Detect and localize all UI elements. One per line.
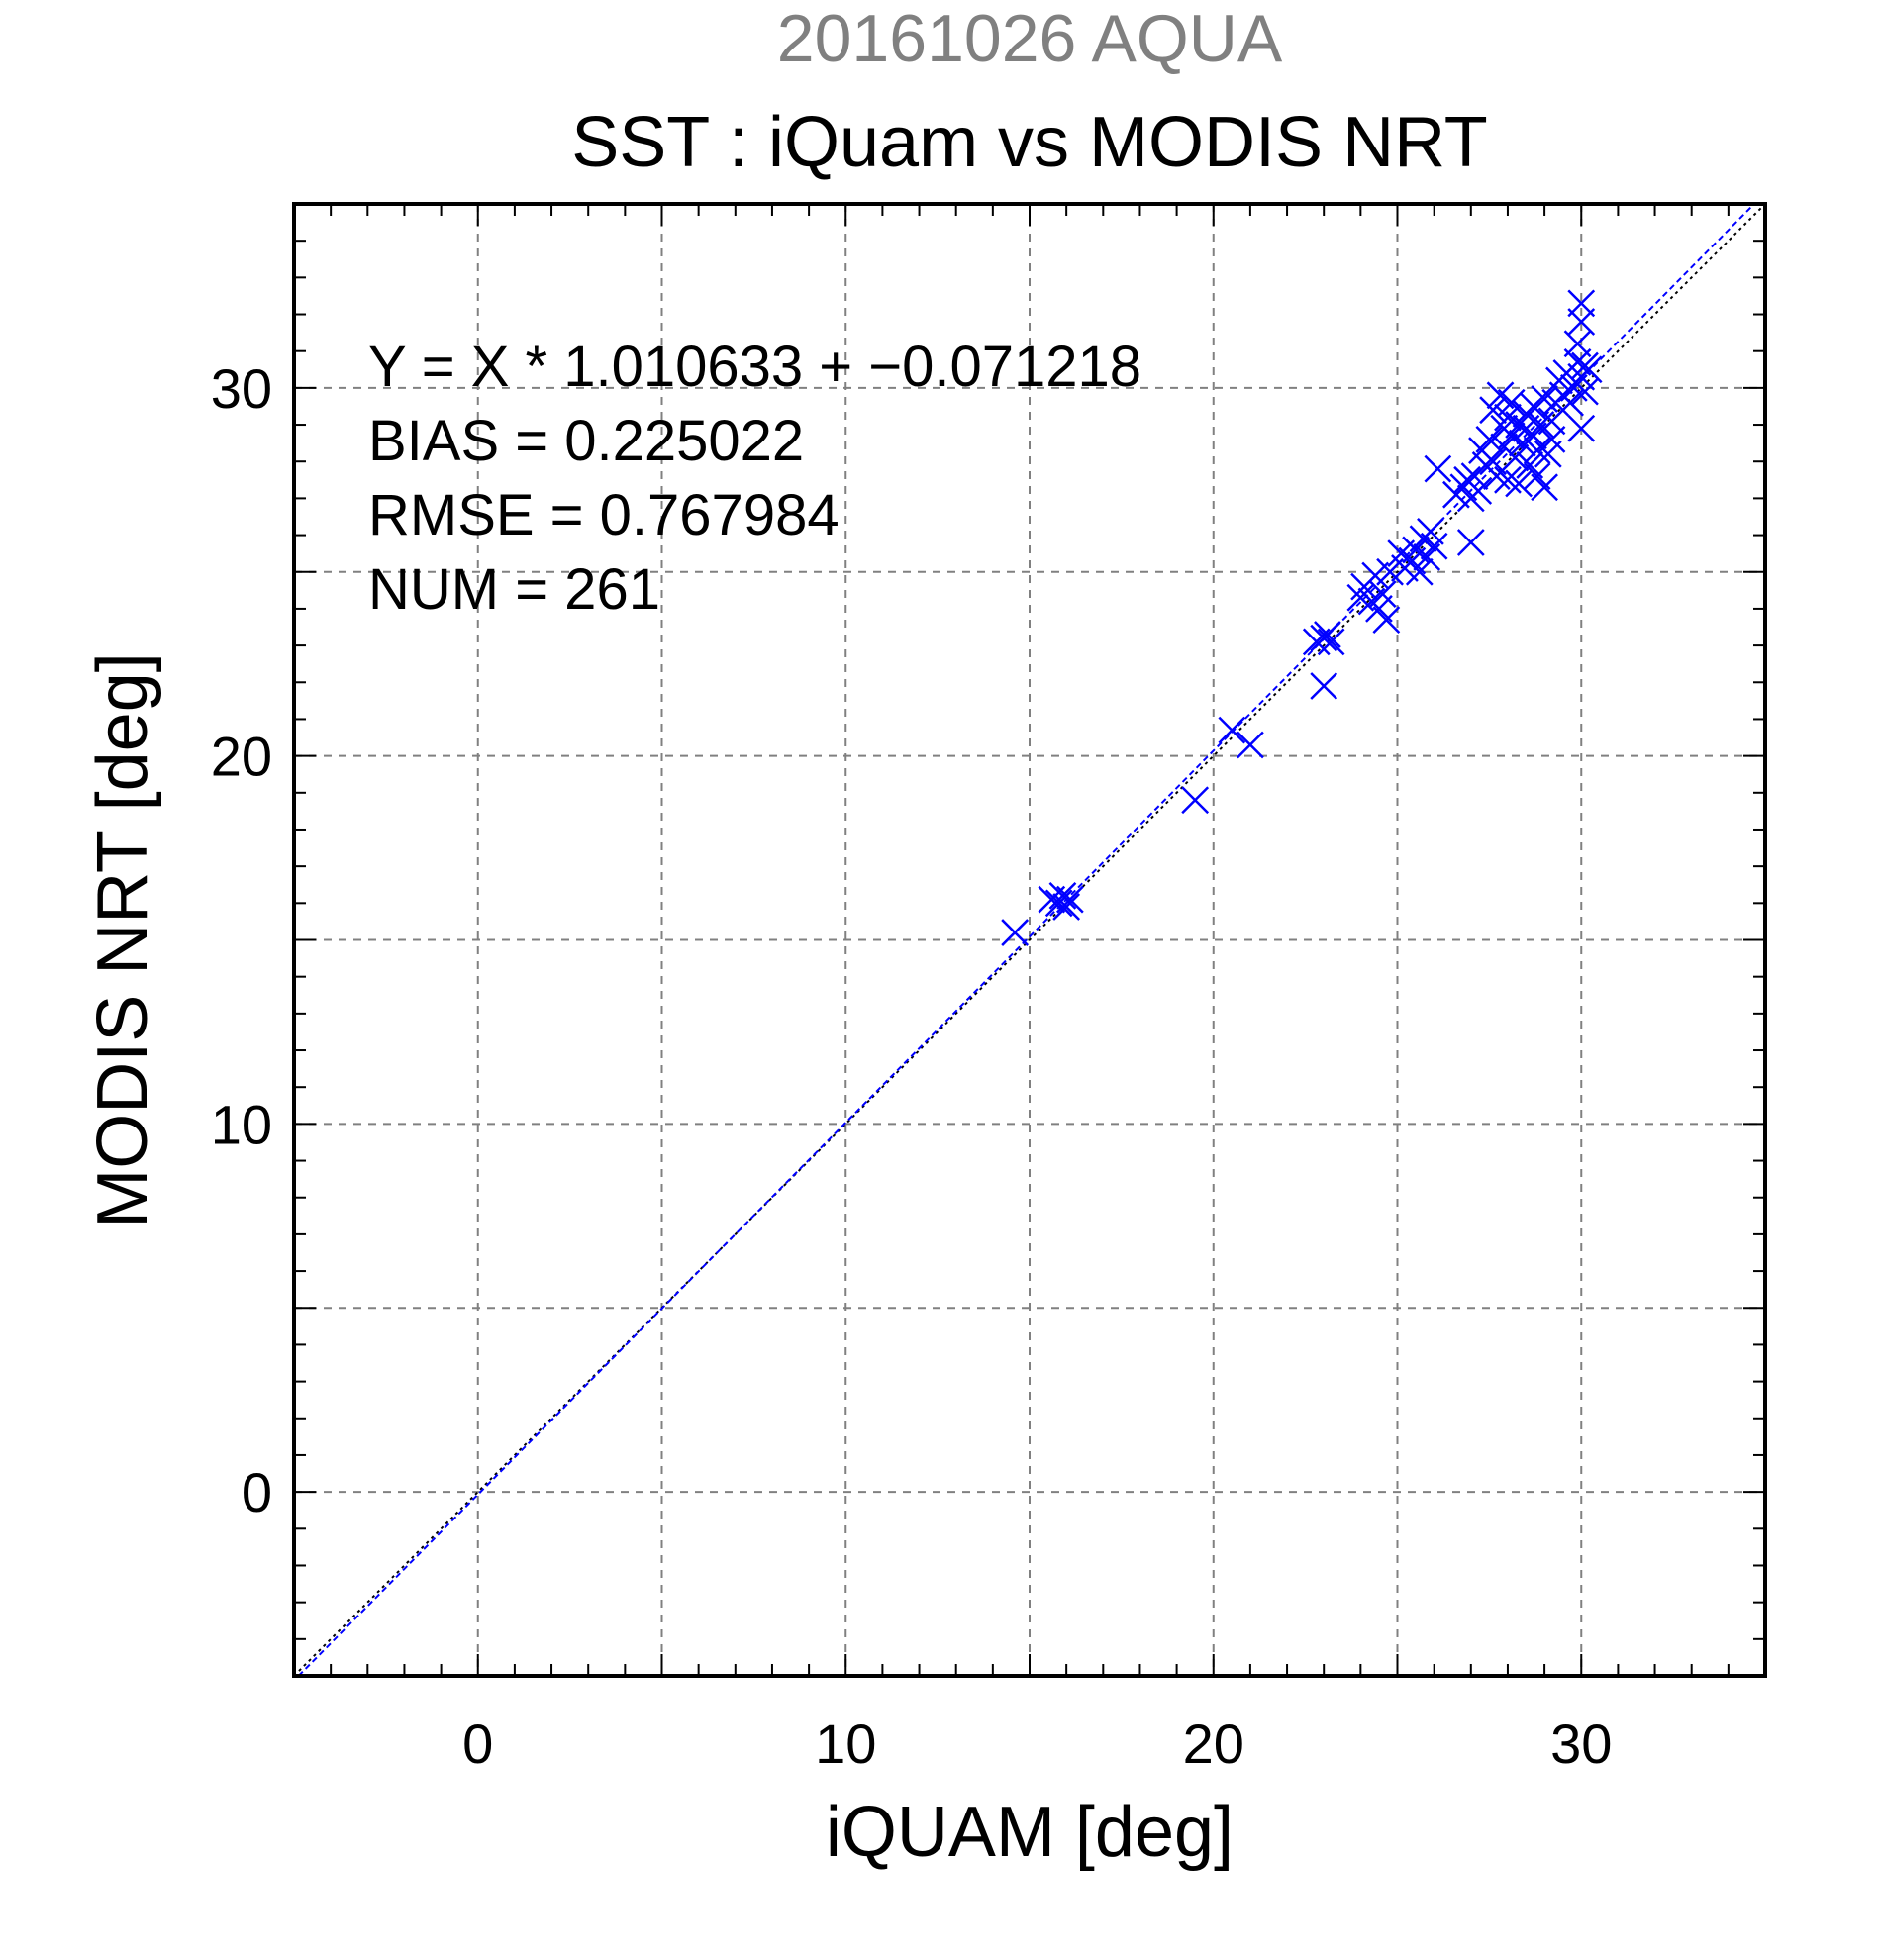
y-axis-label: MODIS NRT [deg] [83,652,162,1228]
grid [294,204,1765,1676]
x-tick-label: 10 [815,1713,876,1775]
data-point [1001,919,1030,946]
data-point [1497,388,1526,417]
data-point [1464,477,1493,505]
data-point [1317,628,1345,656]
y-tick-label: 30 [211,357,272,420]
regression-line [297,203,1755,1677]
x-axis-label: iQUAM [deg] [826,1793,1234,1872]
x-tick-label: 20 [1183,1713,1244,1775]
data-point [1501,443,1530,472]
data-point [1537,426,1566,453]
data-point [1181,786,1210,815]
y-tick-label: 0 [242,1461,272,1523]
data-point [1218,716,1246,744]
data-point [1048,882,1077,910]
data-point [1310,672,1338,700]
x-tick-label: 0 [462,1713,493,1775]
data-point [1368,580,1397,608]
x-tick-label: 30 [1550,1713,1612,1775]
num-stat: NUM = 261 [368,557,660,622]
chart-title: SST : iQuam vs MODIS NRT [571,103,1488,182]
data-point [1563,330,1592,358]
plot-frame [292,202,1767,1678]
data-point [1237,731,1264,759]
identity-line [293,203,1766,1677]
data-point [1527,411,1555,439]
data-point [1531,473,1558,502]
data-point [1372,606,1401,634]
y-tick-label: 20 [211,726,272,788]
data-point [1055,885,1084,914]
data-point [1456,529,1485,556]
bias-stat: BIAS = 0.225022 [368,409,804,473]
data-point [1505,469,1533,498]
regression-equation: Y = X * 1.010633 + −0.071218 [368,335,1141,399]
data-point [1574,355,1603,384]
tick-labels: 0 10 20 30 0 10 20 30 [211,357,1613,1775]
data-point [1567,289,1596,318]
data-point [1424,454,1452,483]
data-point [1494,465,1522,494]
rmse-stat: RMSE = 0.767984 [368,483,840,547]
fit-lines [293,203,1766,1677]
date-title: 20161026 AQUA [777,1,1283,76]
data-point [1479,396,1507,425]
data-point [1052,893,1081,921]
data-point [1346,583,1375,612]
data-point [1420,532,1448,560]
data-point [1044,889,1073,918]
data-point [1567,414,1596,442]
data-point [1405,557,1434,586]
data-point [1523,437,1551,464]
data-points [1001,289,1603,946]
data-point [1314,621,1341,648]
data-point [1475,426,1504,453]
stats-box: Y = X * 1.010633 + −0.071218 BIAS = 0.22… [368,335,1141,622]
data-point [1571,377,1599,406]
data-point [1531,385,1558,413]
y-tick-label: 10 [211,1093,272,1155]
